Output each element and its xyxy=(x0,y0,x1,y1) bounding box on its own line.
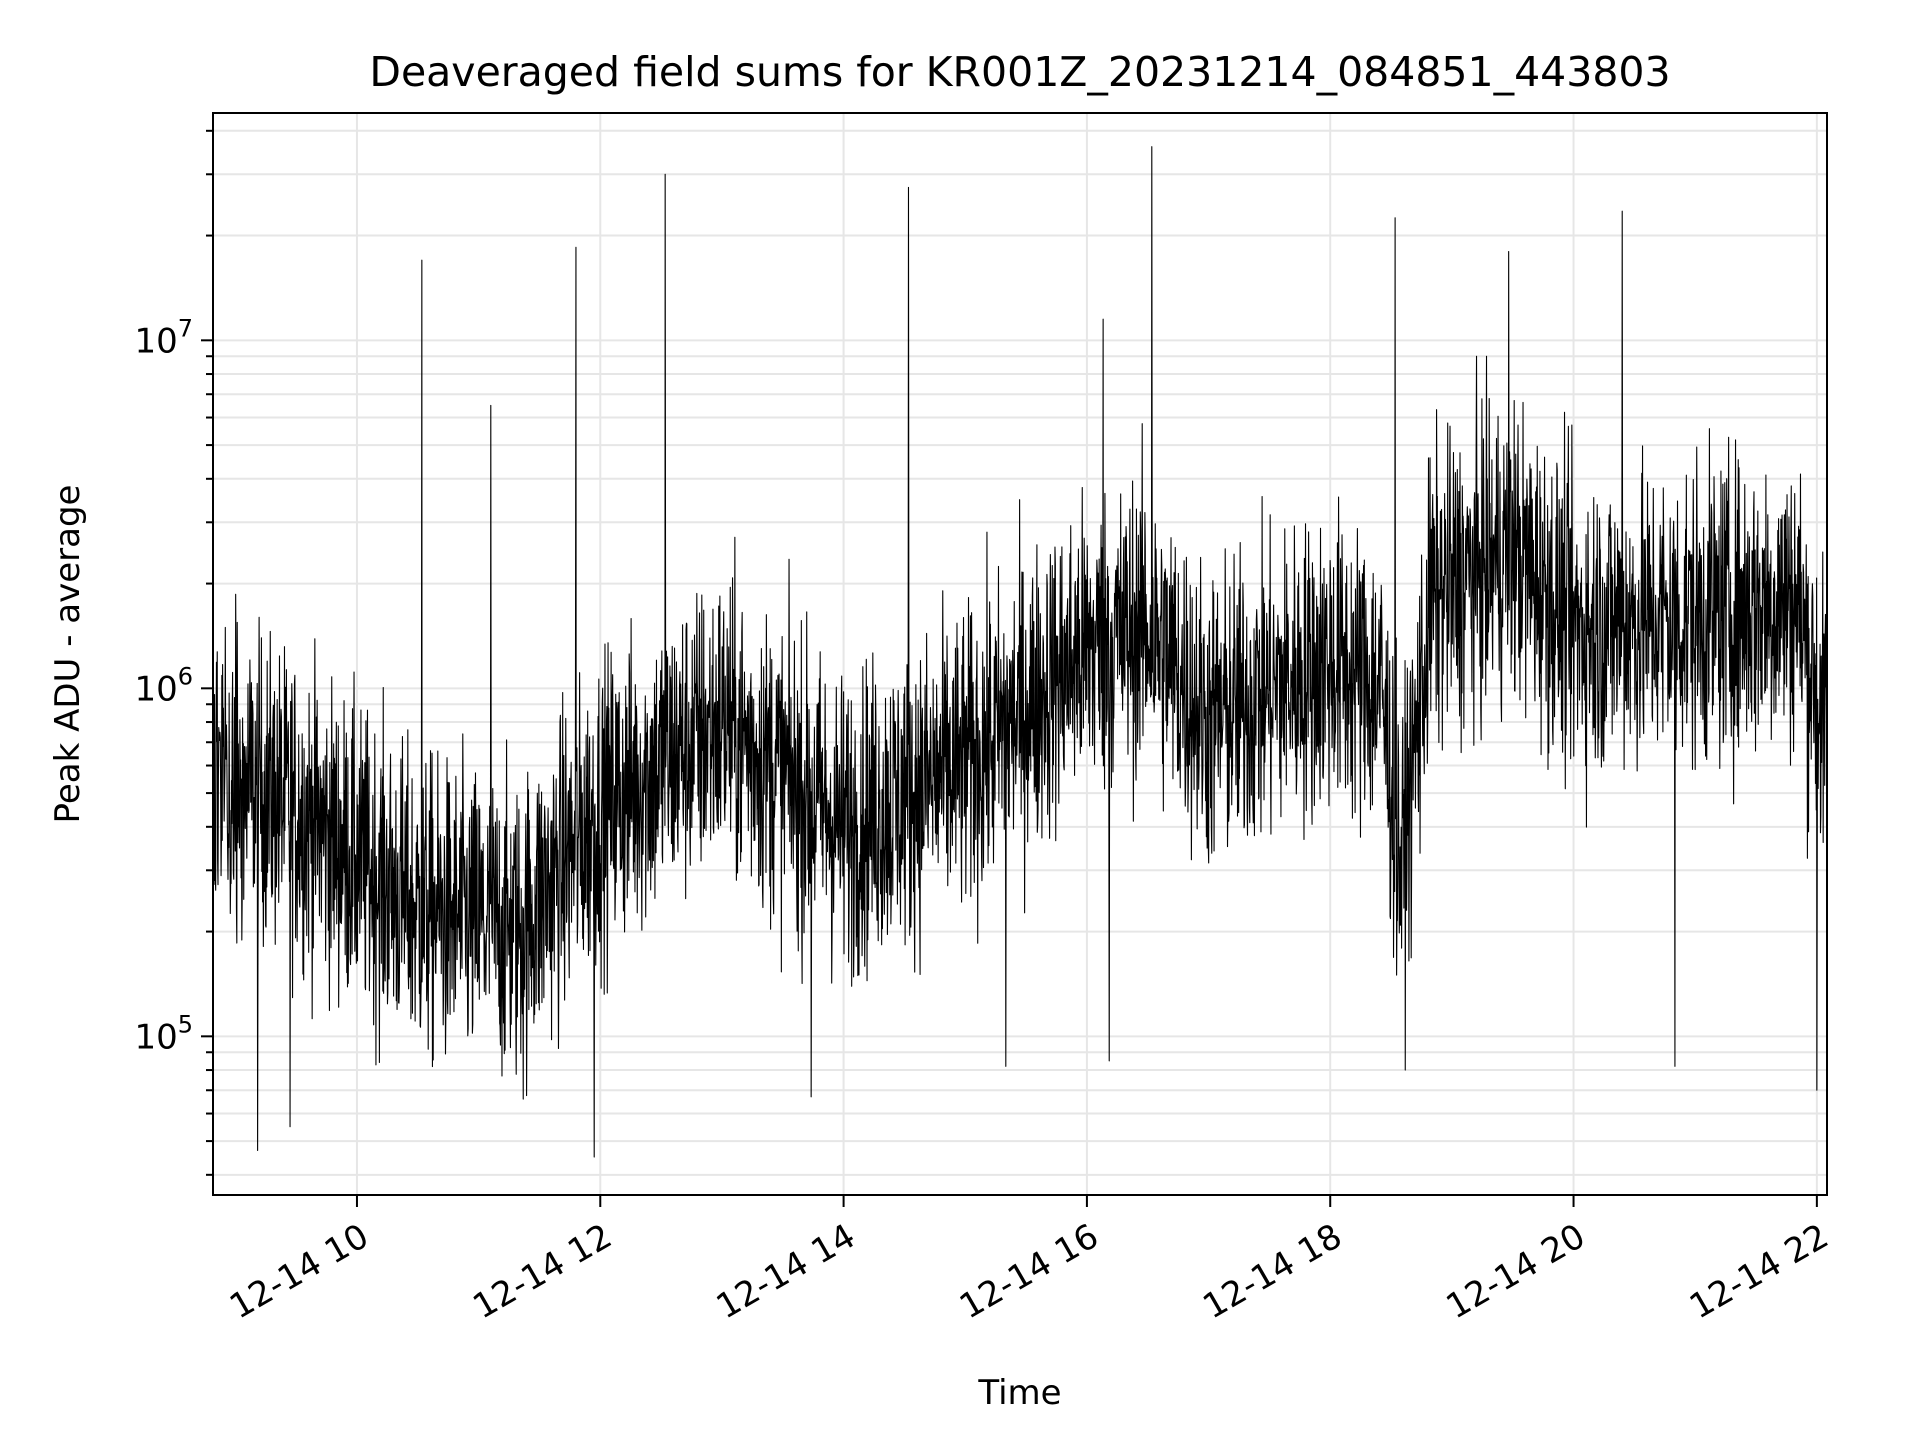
y-axis-label: Peak ADU - average xyxy=(48,485,88,824)
series-line-group xyxy=(213,146,1827,1158)
y-tick-base: 10 xyxy=(134,321,177,361)
chart-title: Deaveraged field sums for KR001Z_2023121… xyxy=(369,48,1670,96)
x-axis-label: Time xyxy=(977,1373,1061,1413)
y-tick-exponent: 7 xyxy=(178,314,193,342)
y-tick-exponent: 5 xyxy=(178,1010,193,1038)
y-tick-base: 10 xyxy=(134,1017,177,1057)
y-tick-label: 106 xyxy=(134,662,193,709)
y-tick-exponent: 6 xyxy=(178,662,193,690)
y-tick-base: 10 xyxy=(134,669,177,709)
y-tick-label: 105 xyxy=(134,1010,193,1057)
plot-frame xyxy=(212,112,1828,1196)
series-line xyxy=(213,146,1827,1158)
y-tick-label: 107 xyxy=(134,314,193,361)
